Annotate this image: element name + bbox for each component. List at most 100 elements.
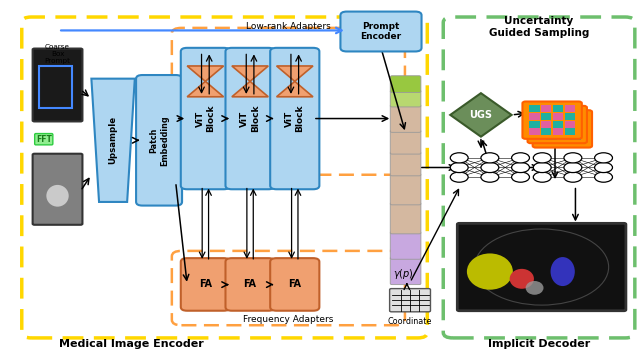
Polygon shape [232,66,268,82]
Circle shape [511,153,529,163]
Text: Medical Image Encoder: Medical Image Encoder [60,339,204,349]
FancyBboxPatch shape [570,110,580,116]
Polygon shape [276,82,313,97]
Text: Coarse
Box
Prompt: Coarse Box Prompt [45,44,70,64]
FancyBboxPatch shape [539,129,550,136]
FancyBboxPatch shape [575,114,586,121]
FancyBboxPatch shape [180,258,230,311]
FancyBboxPatch shape [225,258,275,311]
FancyBboxPatch shape [553,128,563,135]
Ellipse shape [46,185,68,207]
Text: Implicit Decoder: Implicit Decoder [488,339,590,349]
FancyBboxPatch shape [570,125,580,132]
FancyBboxPatch shape [563,137,573,144]
FancyBboxPatch shape [541,120,552,127]
FancyBboxPatch shape [551,122,562,128]
FancyBboxPatch shape [570,117,580,124]
Text: FFT: FFT [36,135,52,144]
Circle shape [595,162,612,173]
Circle shape [564,172,582,182]
FancyBboxPatch shape [390,105,421,132]
FancyBboxPatch shape [546,117,557,124]
Text: ViT
Block: ViT Block [241,105,260,132]
FancyBboxPatch shape [529,120,540,127]
Circle shape [595,172,612,182]
FancyBboxPatch shape [563,129,573,136]
FancyBboxPatch shape [534,110,545,116]
FancyBboxPatch shape [529,105,540,112]
Ellipse shape [550,257,575,286]
FancyBboxPatch shape [33,154,83,225]
FancyBboxPatch shape [529,128,540,135]
Text: Frequency Adapters: Frequency Adapters [243,315,333,324]
FancyBboxPatch shape [539,137,550,144]
FancyBboxPatch shape [340,12,422,51]
Text: Prompt
Encoder: Prompt Encoder [360,22,401,41]
FancyBboxPatch shape [390,76,421,92]
Text: Upsample: Upsample [109,116,118,165]
FancyBboxPatch shape [541,105,552,112]
FancyBboxPatch shape [563,114,573,121]
FancyBboxPatch shape [564,113,575,120]
Text: ViT
Block: ViT Block [196,105,215,132]
Circle shape [595,153,612,163]
Circle shape [564,162,582,173]
FancyBboxPatch shape [458,223,626,311]
Circle shape [533,162,551,173]
Circle shape [533,172,551,182]
Polygon shape [187,66,223,82]
Polygon shape [232,82,268,97]
FancyBboxPatch shape [570,132,580,139]
Text: Coordinate: Coordinate [388,317,432,326]
Polygon shape [92,79,135,202]
FancyBboxPatch shape [551,114,562,121]
FancyBboxPatch shape [390,130,421,154]
FancyBboxPatch shape [546,110,557,116]
Ellipse shape [525,281,543,295]
Ellipse shape [509,269,534,289]
Circle shape [451,162,468,173]
FancyBboxPatch shape [270,258,319,311]
Circle shape [564,153,582,163]
FancyBboxPatch shape [136,75,182,206]
FancyBboxPatch shape [529,113,540,120]
FancyBboxPatch shape [553,120,563,127]
FancyBboxPatch shape [534,125,545,132]
FancyBboxPatch shape [390,90,421,107]
FancyBboxPatch shape [553,105,563,112]
FancyBboxPatch shape [522,102,582,139]
FancyBboxPatch shape [390,174,421,205]
FancyBboxPatch shape [390,203,421,234]
Circle shape [511,162,529,173]
FancyBboxPatch shape [551,129,562,136]
FancyBboxPatch shape [390,257,421,285]
Circle shape [451,172,468,182]
FancyBboxPatch shape [563,122,573,128]
FancyBboxPatch shape [575,122,586,128]
Circle shape [481,153,499,163]
FancyBboxPatch shape [390,232,421,259]
Text: UGS: UGS [469,110,492,120]
FancyBboxPatch shape [553,113,563,120]
Text: $\gamma(p)$: $\gamma(p)$ [394,267,414,281]
FancyBboxPatch shape [534,132,545,139]
Circle shape [451,153,468,163]
FancyBboxPatch shape [180,48,230,189]
FancyBboxPatch shape [546,125,557,132]
FancyBboxPatch shape [532,110,592,147]
FancyBboxPatch shape [539,122,550,128]
FancyBboxPatch shape [564,105,575,112]
FancyBboxPatch shape [558,110,568,116]
FancyBboxPatch shape [575,129,586,136]
FancyBboxPatch shape [564,128,575,135]
FancyBboxPatch shape [527,106,587,143]
FancyBboxPatch shape [558,132,568,139]
FancyBboxPatch shape [539,114,550,121]
FancyBboxPatch shape [225,48,275,189]
FancyBboxPatch shape [541,113,552,120]
FancyBboxPatch shape [541,128,552,135]
FancyBboxPatch shape [390,152,421,176]
Text: FA: FA [244,280,257,289]
Polygon shape [451,93,511,136]
FancyBboxPatch shape [33,48,83,122]
